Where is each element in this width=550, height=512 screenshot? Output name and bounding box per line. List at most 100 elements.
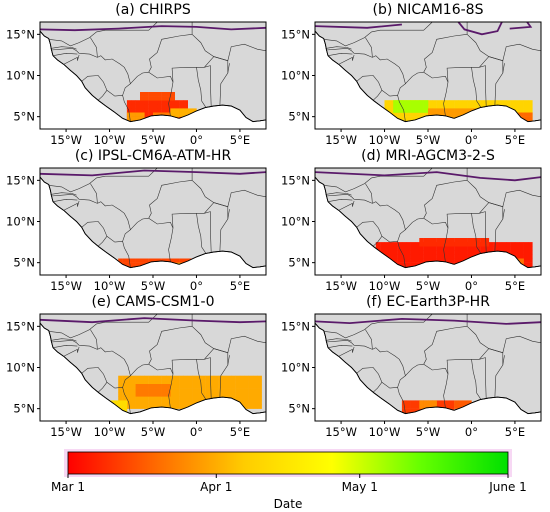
lon-tick-label: 5°E <box>505 133 525 146</box>
onset-cell <box>239 388 245 393</box>
onset-cell <box>196 392 202 397</box>
onset-cell <box>239 379 245 385</box>
onset-cell <box>406 262 411 268</box>
onset-cell <box>174 384 180 389</box>
onset-cell <box>183 104 188 109</box>
onset-cell <box>135 104 141 109</box>
panel-title: (c) IPSL-CM6A-ATM-HR <box>74 148 232 164</box>
onset-cell <box>523 108 529 113</box>
onset-cell <box>118 396 123 401</box>
onset-cell <box>174 396 180 401</box>
onset-cell <box>514 246 520 251</box>
onset-cell <box>423 104 429 109</box>
onset-cell <box>454 254 459 259</box>
onset-cell <box>126 116 132 122</box>
onset-cell <box>118 375 123 381</box>
onset-cell <box>213 379 219 385</box>
onset-cell <box>484 238 490 243</box>
onset-cell <box>484 246 490 251</box>
onset-cell <box>514 108 520 113</box>
onset-cell <box>183 258 188 263</box>
country-border <box>479 348 504 398</box>
onset-cell <box>519 258 524 263</box>
colorbar-svg: Mar 1 Apr 1 May 1 June 1 Date <box>51 449 527 511</box>
onset-cell <box>140 400 145 405</box>
onset-cell <box>179 375 184 381</box>
onset-cell <box>205 392 210 397</box>
onset-cell <box>406 404 411 409</box>
country-border <box>405 326 468 376</box>
onset-cell <box>480 238 485 243</box>
onset-cell <box>144 96 149 101</box>
onset-cell <box>467 238 472 243</box>
onset-cell <box>187 375 193 381</box>
country-border <box>191 326 266 354</box>
onset-cell <box>187 392 193 397</box>
onset-cell <box>200 388 206 393</box>
onset-cell <box>423 242 429 247</box>
onset-cell <box>161 400 167 405</box>
country-border <box>130 34 193 84</box>
onset-cell <box>528 104 533 109</box>
onset-cell <box>458 254 463 259</box>
onset-cell <box>161 392 167 397</box>
country-border <box>405 34 468 84</box>
onset-cell <box>419 258 424 263</box>
onset-cell <box>122 258 128 263</box>
onset-cell <box>161 375 167 381</box>
onset-cell <box>183 108 188 113</box>
onset-cell <box>445 108 450 113</box>
country-border <box>326 46 352 50</box>
onset-cell <box>161 404 167 409</box>
onset-cell <box>401 100 407 105</box>
onset-cell <box>253 379 258 385</box>
onset-cell <box>192 388 197 393</box>
onset-cell <box>135 404 141 409</box>
onset-cell <box>401 242 407 247</box>
onset-cell <box>462 242 468 247</box>
country-border <box>323 168 433 193</box>
onset-cell <box>179 258 184 263</box>
lon-tick-label: 0° <box>465 425 478 438</box>
country-border <box>326 339 373 350</box>
onset-cell <box>458 242 463 247</box>
onset-cell <box>406 100 411 105</box>
onset-cell <box>475 100 481 105</box>
onset-cell <box>126 400 132 405</box>
onset-cell <box>449 108 455 113</box>
onset-cell <box>423 404 429 409</box>
onset-cell <box>257 388 262 393</box>
onset-cell <box>519 242 524 247</box>
onset-cell <box>441 400 446 405</box>
onset-cell <box>441 242 446 247</box>
onset-cell <box>148 400 154 405</box>
onset-cell <box>436 100 442 105</box>
onset-cell <box>174 104 180 109</box>
onset-cell <box>397 242 403 247</box>
lon-tick-label: 5°W <box>141 425 165 438</box>
onset-cell <box>384 242 390 247</box>
onset-cell <box>153 92 158 97</box>
onset-cell <box>449 246 455 251</box>
map-svg: 15°N 10°N 5°N 15°W 10°W 5°W 0° 5°E <box>6 167 267 292</box>
country-border <box>148 217 174 229</box>
onset-cell <box>148 104 154 109</box>
onset-cell <box>148 404 154 409</box>
onset-cell <box>231 375 236 381</box>
onset-cell <box>244 400 249 405</box>
onset-cell <box>153 104 158 109</box>
lon-tick-label: 5°E <box>230 133 250 146</box>
onset-cell <box>441 254 446 259</box>
lon-tick-label: 5°W <box>416 133 440 146</box>
onset-cell <box>122 400 128 405</box>
onset-cell <box>510 100 516 105</box>
onset-cell <box>441 100 446 105</box>
onset-cell <box>454 104 459 109</box>
onset-cell <box>140 375 145 381</box>
onset-cell <box>183 379 188 385</box>
onset-cell <box>118 400 123 405</box>
onset-cell <box>445 104 450 109</box>
onset-cell <box>244 404 249 409</box>
onset-cell <box>449 254 455 259</box>
onset-cell <box>222 384 228 389</box>
